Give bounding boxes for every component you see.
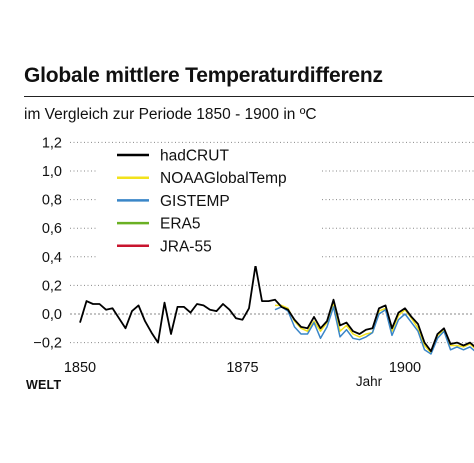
series-line-noaaglobaltemp [275, 301, 474, 354]
y-tick-label: 0,6 [42, 221, 62, 237]
y-tick-label: 0,4 [42, 250, 62, 266]
y-tick-label: 1,2 [42, 135, 62, 151]
legend-label: hadCRUT [160, 148, 229, 165]
y-tick-label: 0,0 [42, 307, 62, 323]
y-axis-tick-labels: −0,2 0,0 0,2 0,4 0,6 0,8 1,0 1,2 [33, 135, 62, 351]
legend: hadCRUT NOAAGlobalTemp GISTEMP ERA5 JRA-55 [96, 144, 320, 266]
series-line-hadcrut [79, 264, 474, 353]
x-axis-tick-labels: 185018751900192519501 [64, 360, 421, 376]
legend-label: ERA5 [160, 216, 201, 233]
legend-label: GISTEMP [160, 193, 230, 210]
y-tick-label: 0,2 [42, 278, 62, 294]
chart-title: Globale mittlere Temperaturdifferenz [24, 64, 383, 87]
chart-subtitle: im Vergleich zur Periode 1850 - 1900 in … [24, 106, 317, 123]
y-tick-label: 0,8 [42, 193, 62, 209]
welt-logo: WELT [26, 378, 62, 392]
x-tick-label: 1875 [226, 360, 258, 376]
legend-label: NOAAGlobalTemp [160, 170, 287, 187]
title-divider [24, 96, 474, 97]
series-line-gistemp [274, 306, 474, 355]
x-tick-label: 1900 [389, 360, 421, 376]
x-axis-label: Jahr [356, 374, 383, 389]
y-tick-label: −0,2 [33, 336, 62, 352]
series-lines [79, 264, 474, 355]
legend-label: JRA-55 [160, 238, 212, 255]
x-tick-label: 1850 [64, 360, 96, 376]
y-tick-label: 1,0 [42, 164, 62, 180]
